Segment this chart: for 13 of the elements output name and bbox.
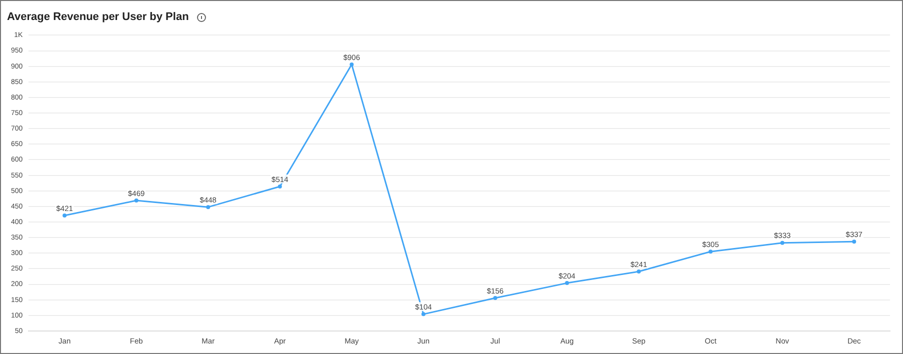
point — [206, 205, 210, 210]
point — [636, 270, 641, 274]
point — [708, 250, 713, 254]
point — [134, 198, 138, 203]
point — [350, 62, 354, 66]
point — [62, 213, 67, 218]
point — [780, 240, 784, 245]
chart-title: Average Revenue per User by Plan — [7, 11, 189, 23]
point — [565, 281, 570, 286]
point — [493, 296, 498, 300]
point — [421, 312, 426, 316]
point — [852, 240, 856, 244]
point — [278, 184, 282, 189]
